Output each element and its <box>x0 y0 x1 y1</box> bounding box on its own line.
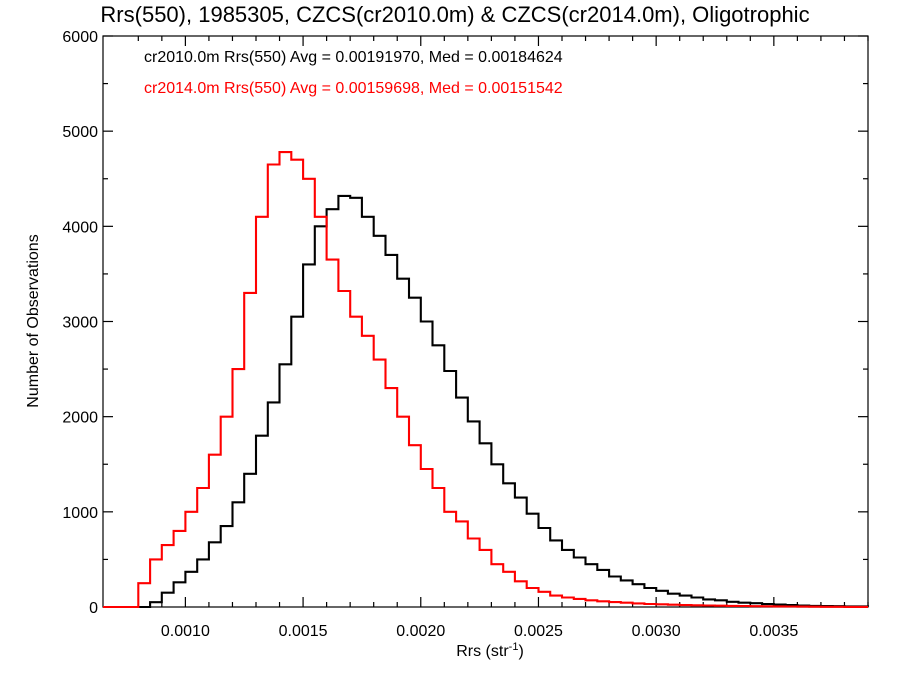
y-axis-label: Number of Observations <box>25 234 42 407</box>
y-tick-label: 4000 <box>62 219 98 236</box>
series-cr2010-histogram <box>103 194 870 609</box>
tick-marks <box>103 35 869 608</box>
series-layer <box>103 151 870 609</box>
x-tick-label: 0.0025 <box>514 623 563 640</box>
x-tick-label: 0.0030 <box>632 623 681 640</box>
y-tick-label: 5000 <box>62 124 98 141</box>
y-tick-label: 6000 <box>62 29 98 46</box>
legend: cr2010.0m Rrs(550) Avg = 0.00191970, Med… <box>144 49 563 97</box>
y-tick-label: 1000 <box>62 505 98 522</box>
y-tick-label: 0 <box>89 600 98 617</box>
series-cr2014-histogram <box>103 151 868 609</box>
x-axis-label-superscript: -1 <box>509 641 519 653</box>
y-tick-label: 3000 <box>62 315 98 332</box>
x-tick-label: 0.0015 <box>279 623 328 640</box>
y-tick-label: 2000 <box>62 410 98 427</box>
chart-title: Rrs(550), 1985305, CZCS(cr2010.0m) & CZC… <box>100 2 809 27</box>
x-axis-label-suffix: ) <box>518 643 523 660</box>
x-axis-label-text: Rrs (str <box>456 643 509 660</box>
legend-entry-1: cr2010.0m Rrs(550) Avg = 0.00191970, Med… <box>144 49 563 66</box>
x-tick-label: 0.0020 <box>396 623 445 640</box>
x-axis-label: Rrs (str-1) <box>456 641 524 660</box>
x-tick-label: 0.0035 <box>749 623 798 640</box>
x-tick-label: 0.0010 <box>161 623 210 640</box>
tick-labels: 0.0010 0.0015 0.0020 0.0025 0.0030 0.0035 0 100… <box>62 29 798 640</box>
legend-entry-2: cr2014.0m Rrs(550) Avg = 0.00159698, Med… <box>144 80 563 97</box>
